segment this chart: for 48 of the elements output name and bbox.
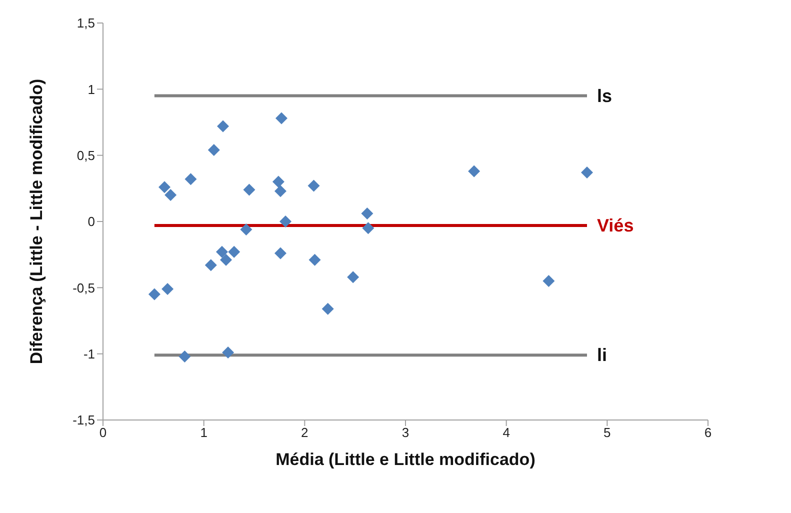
point bbox=[148, 288, 160, 300]
point bbox=[361, 208, 374, 220]
point bbox=[275, 112, 288, 124]
x-tick-label: 4 bbox=[502, 425, 510, 440]
point bbox=[222, 346, 234, 359]
point bbox=[208, 144, 220, 156]
point bbox=[274, 247, 286, 260]
ref-line-label: li bbox=[597, 345, 608, 366]
point bbox=[240, 223, 252, 236]
point bbox=[158, 181, 171, 194]
y-tick-label: 1,5 bbox=[76, 16, 95, 31]
x-tick-label: 6 bbox=[704, 425, 712, 440]
point bbox=[228, 246, 240, 258]
point bbox=[162, 282, 174, 295]
y-axis-title: Diferença (Little - Little modificado) bbox=[27, 78, 46, 364]
point bbox=[542, 275, 555, 288]
y-tick-label: -1,5 bbox=[72, 412, 95, 428]
point bbox=[220, 254, 232, 266]
point bbox=[272, 176, 284, 188]
point bbox=[184, 173, 197, 186]
point bbox=[274, 185, 286, 198]
y-tick-label: 0,5 bbox=[76, 148, 95, 163]
point bbox=[362, 222, 374, 234]
point bbox=[204, 259, 217, 272]
y-tick-label: 1 bbox=[88, 82, 95, 97]
point bbox=[178, 350, 191, 362]
ref-line-label: ls bbox=[597, 86, 612, 106]
point bbox=[308, 180, 320, 192]
x-tick-label: 0 bbox=[99, 425, 107, 440]
y-tick-label: -0,5 bbox=[72, 280, 95, 296]
y-tick-label: 0 bbox=[88, 214, 95, 230]
point bbox=[280, 216, 292, 228]
x-axis-title: Média (Little e Little modificado) bbox=[276, 450, 536, 469]
point bbox=[164, 189, 177, 202]
point bbox=[468, 165, 480, 178]
point bbox=[216, 120, 229, 132]
point bbox=[216, 246, 228, 258]
point bbox=[581, 166, 593, 179]
x-tick-label: 1 bbox=[200, 425, 208, 440]
x-tick-label: 3 bbox=[402, 425, 410, 440]
point bbox=[243, 184, 256, 196]
ref-line-label: Viés bbox=[597, 215, 634, 236]
y-tick-label: -1 bbox=[83, 346, 95, 362]
x-tick-label: 2 bbox=[301, 425, 308, 440]
x-tick-label: 5 bbox=[604, 425, 611, 440]
point bbox=[347, 271, 360, 284]
point bbox=[322, 302, 334, 315]
point bbox=[308, 254, 321, 266]
